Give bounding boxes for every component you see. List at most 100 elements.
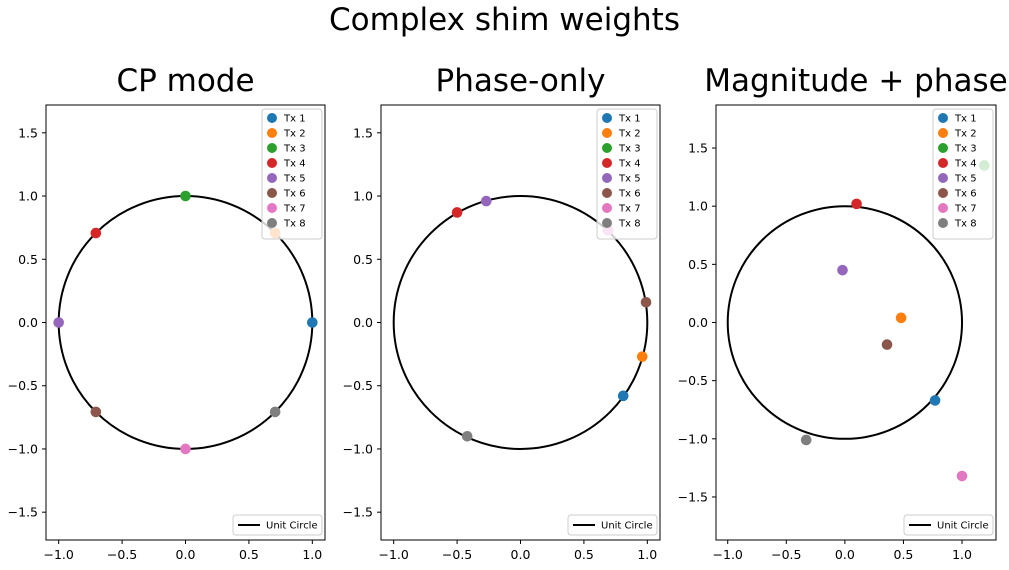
point-tx-5 xyxy=(53,317,64,328)
x-tick-label: 0.5 xyxy=(894,547,914,562)
y-tick-label: 1.5 xyxy=(353,125,373,140)
legend-label-unit-circle: Unit Circle xyxy=(601,521,653,532)
legend-marker-tx-2 xyxy=(602,128,612,138)
legend-label-tx-2: Tx 2 xyxy=(283,129,306,140)
legend-label-tx-4: Tx 4 xyxy=(283,159,306,170)
legend-label-tx-5: Tx 5 xyxy=(618,174,641,185)
legend-label-tx-4: Tx 4 xyxy=(618,159,641,170)
legend-label-tx-1: Tx 1 xyxy=(283,114,306,125)
point-tx-7 xyxy=(956,470,968,482)
legend-label-tx-5: Tx 5 xyxy=(283,174,306,185)
point-tx-4 xyxy=(851,198,862,210)
legend-label-tx-8: Tx 8 xyxy=(618,219,641,230)
x-tick-label: −1.0 xyxy=(44,547,74,562)
legend-marker-tx-6 xyxy=(267,188,277,198)
y-tick-label: 0.5 xyxy=(18,252,38,267)
point-tx-5 xyxy=(837,264,848,276)
y-tick-label: 0.0 xyxy=(688,315,708,330)
legend-marker-tx-7 xyxy=(938,203,948,213)
legend-marker-tx-3 xyxy=(938,143,948,153)
legend-marker-tx-1 xyxy=(938,113,948,123)
y-tick-label: −1.5 xyxy=(678,489,708,504)
legend-label-tx-2: Tx 2 xyxy=(618,129,641,140)
legend-marker-tx-8 xyxy=(938,218,948,228)
y-tick-label: 0.5 xyxy=(353,252,373,267)
legend-circle xyxy=(232,514,323,536)
x-tick-label: −1.0 xyxy=(713,547,743,562)
subplot-cp-mode: CP mode −1.0 −0.5 0.0 0.5 1.0 −1.5 −1.0 −0.5 0.0 0… xyxy=(8,63,326,562)
legend-marker-tx-5 xyxy=(267,173,277,183)
point-tx-6 xyxy=(90,406,102,418)
legend-label-tx-7: Tx 7 xyxy=(954,204,977,215)
y-tick-label: 1.5 xyxy=(18,125,38,140)
legend-label-unit-circle: Unit Circle xyxy=(937,521,989,532)
legend-label-tx-4: Tx 4 xyxy=(954,159,977,170)
subplot-magnitude-phase: Magnitude + phase −1.0 −0.5 0.0 0.5 1.0 −1.5 −1… xyxy=(678,63,1008,562)
y-tick-label: 0.0 xyxy=(18,315,38,330)
point-tx-2 xyxy=(895,312,907,324)
legend-circle xyxy=(903,514,994,536)
legend-marker-tx-5 xyxy=(938,173,948,183)
y-tick-label: −0.5 xyxy=(8,378,38,393)
legend-label-tx-5: Tx 5 xyxy=(954,174,977,185)
point-tx-4 xyxy=(90,227,102,239)
legend-label-tx-6: Tx 6 xyxy=(954,189,977,200)
y-tick-label: −0.5 xyxy=(678,373,708,388)
x-tick-label: 0.0 xyxy=(176,547,196,562)
legend-marker-tx-5 xyxy=(602,173,612,183)
legend-marker-tx-1 xyxy=(267,113,277,123)
legend-label-tx-8: Tx 8 xyxy=(954,219,977,230)
y-tick-label: −1.0 xyxy=(678,431,708,446)
legend-marker-tx-7 xyxy=(267,203,277,213)
x-tick-label: 1.0 xyxy=(302,547,322,562)
y-tick-label: −1.0 xyxy=(8,441,38,456)
x-tick-label: −1.0 xyxy=(379,547,409,562)
legend-points xyxy=(596,108,658,240)
legend-marker-tx-1 xyxy=(602,113,612,123)
legend-marker-tx-2 xyxy=(267,128,277,138)
y-tick-label: −1.0 xyxy=(343,441,373,456)
legend-marker-tx-6 xyxy=(938,188,948,198)
legend-marker-tx-7 xyxy=(602,203,612,213)
y-tick-label: −1.5 xyxy=(343,505,373,520)
point-tx-5 xyxy=(480,195,492,207)
point-tx-8 xyxy=(461,431,473,442)
legend-points xyxy=(261,108,323,240)
y-tick-label: 1.0 xyxy=(353,189,373,204)
x-tick-label: −0.5 xyxy=(107,547,137,562)
point-tx-8 xyxy=(269,406,281,418)
y-tick-label: 0.0 xyxy=(353,315,373,330)
legend-marker-tx-4 xyxy=(602,158,612,168)
y-tick-label: −1.5 xyxy=(8,505,38,520)
x-tick-label: 0.0 xyxy=(835,547,855,562)
point-tx-2 xyxy=(636,351,648,362)
legend-label-tx-7: Tx 7 xyxy=(618,204,641,215)
unit-circle xyxy=(392,195,649,450)
legend-label-tx-8: Tx 8 xyxy=(283,219,306,230)
legend-points xyxy=(932,108,994,240)
legend-marker-tx-8 xyxy=(267,218,277,228)
legend-marker-tx-8 xyxy=(602,218,612,228)
point-tx-6 xyxy=(881,339,893,350)
x-tick-label: −0.5 xyxy=(771,547,801,562)
legend-marker-tx-3 xyxy=(602,143,612,153)
figure-suptitle: Complex shim weights xyxy=(329,2,680,38)
legend-label-tx-2: Tx 2 xyxy=(954,129,977,140)
unit-circle xyxy=(726,205,964,440)
subplot-phase-only: Phase-only −1.0 −0.5 0.0 0.5 1.0 −1.5 −1.0 −0.5 0… xyxy=(343,63,661,562)
legend-label-tx-1: Tx 1 xyxy=(618,114,641,125)
point-tx-3 xyxy=(180,190,191,202)
point-tx-1 xyxy=(617,390,629,402)
point-tx-4 xyxy=(451,207,463,218)
y-tick-label: 1.0 xyxy=(688,199,708,214)
x-tick-label: 1.0 xyxy=(952,547,972,562)
point-tx-7 xyxy=(180,443,191,455)
legend-label-tx-7: Tx 7 xyxy=(283,204,306,215)
y-tick-label: −0.5 xyxy=(343,378,373,393)
legend-marker-tx-4 xyxy=(267,158,277,168)
legend-circle xyxy=(567,514,658,536)
legend-label-tx-1: Tx 1 xyxy=(954,114,977,125)
legend-label-tx-3: Tx 3 xyxy=(283,144,306,155)
legend-marker-tx-3 xyxy=(267,143,277,153)
